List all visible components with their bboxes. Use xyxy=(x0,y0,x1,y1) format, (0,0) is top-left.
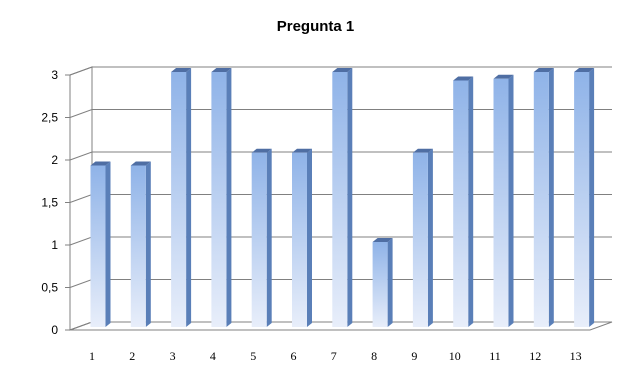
bar-side xyxy=(105,161,111,327)
bar-front xyxy=(412,152,428,327)
bar-top xyxy=(493,74,514,79)
bar-front xyxy=(453,80,469,327)
bar-front xyxy=(211,72,227,327)
bar-front xyxy=(533,72,549,327)
bar-side xyxy=(387,238,393,327)
bar xyxy=(332,68,353,327)
bar xyxy=(251,148,272,327)
gridline xyxy=(69,66,612,76)
bar-side xyxy=(427,148,433,327)
y-tick-label: 3 xyxy=(51,68,58,82)
y-tick-label: 0,5 xyxy=(41,281,58,295)
bar xyxy=(171,68,192,327)
bar-side xyxy=(307,148,312,327)
x-tick-label: 8 xyxy=(371,349,377,363)
bar-top xyxy=(171,68,192,72)
bar-side xyxy=(347,68,353,327)
bar xyxy=(412,148,433,327)
x-tick-label: 7 xyxy=(331,349,337,363)
bar-side xyxy=(226,68,232,327)
gridline xyxy=(69,151,612,161)
x-tick-label: 1 xyxy=(89,349,95,363)
bar xyxy=(453,76,474,327)
y-tick-label: 1,5 xyxy=(41,196,58,210)
bar-top xyxy=(211,68,232,72)
bar-front xyxy=(292,152,307,327)
y-tick-label: 2,5 xyxy=(41,111,58,125)
bar-front xyxy=(574,72,590,327)
bar-top xyxy=(533,68,554,72)
bar-front xyxy=(171,72,187,327)
bar-front xyxy=(493,78,509,327)
bar xyxy=(211,68,232,327)
bar-side xyxy=(145,161,151,327)
bar xyxy=(90,161,111,327)
x-tick-label: 11 xyxy=(489,349,501,363)
bar-side xyxy=(186,68,192,327)
x-tick-label: 13 xyxy=(570,349,582,363)
bars xyxy=(90,68,595,327)
bar-side xyxy=(266,148,272,327)
bar-top xyxy=(372,238,393,242)
bar-top xyxy=(90,161,111,166)
bar-top xyxy=(574,68,595,72)
bar xyxy=(372,238,393,327)
bar xyxy=(574,68,595,327)
x-tick-label: 2 xyxy=(129,349,135,363)
bar-top xyxy=(251,148,272,153)
x-tick-label: 12 xyxy=(529,349,541,363)
x-tick-label: 9 xyxy=(411,349,417,363)
bar xyxy=(493,74,514,327)
x-tick-label: 4 xyxy=(210,349,216,363)
bar-top xyxy=(292,148,312,153)
x-tick-label: 3 xyxy=(170,349,176,363)
bar-front xyxy=(332,72,348,327)
bar-front xyxy=(90,165,106,327)
x-tick-label: 6 xyxy=(291,349,297,363)
bar-top xyxy=(412,148,433,153)
bar-side xyxy=(548,68,554,327)
bar xyxy=(292,148,312,327)
chart-title: Pregunta 1 xyxy=(276,18,355,35)
bar-side xyxy=(508,74,514,327)
x-tick-label: 5 xyxy=(250,349,256,363)
bar-top xyxy=(130,161,151,166)
y-tick-label: 2 xyxy=(51,153,58,167)
bar-side xyxy=(589,68,595,327)
x-tick-label: 10 xyxy=(449,349,461,363)
gridline xyxy=(69,109,612,118)
bar-top xyxy=(332,68,353,72)
y-tick-label: 1 xyxy=(51,238,58,252)
y-tick-label: 0 xyxy=(51,323,58,337)
bar xyxy=(533,68,554,327)
bar-side xyxy=(468,76,474,327)
bar-front xyxy=(372,242,388,327)
y-axis: 0 0,5 1 1,5 2 2,5 3 xyxy=(41,68,71,337)
bar-front xyxy=(130,165,146,327)
x-axis: 1 2 3 4 5 6 7 8 9 10 11 12 13 xyxy=(89,349,582,363)
bar-front xyxy=(251,152,267,327)
bar xyxy=(130,161,151,327)
bar-top xyxy=(453,76,474,81)
